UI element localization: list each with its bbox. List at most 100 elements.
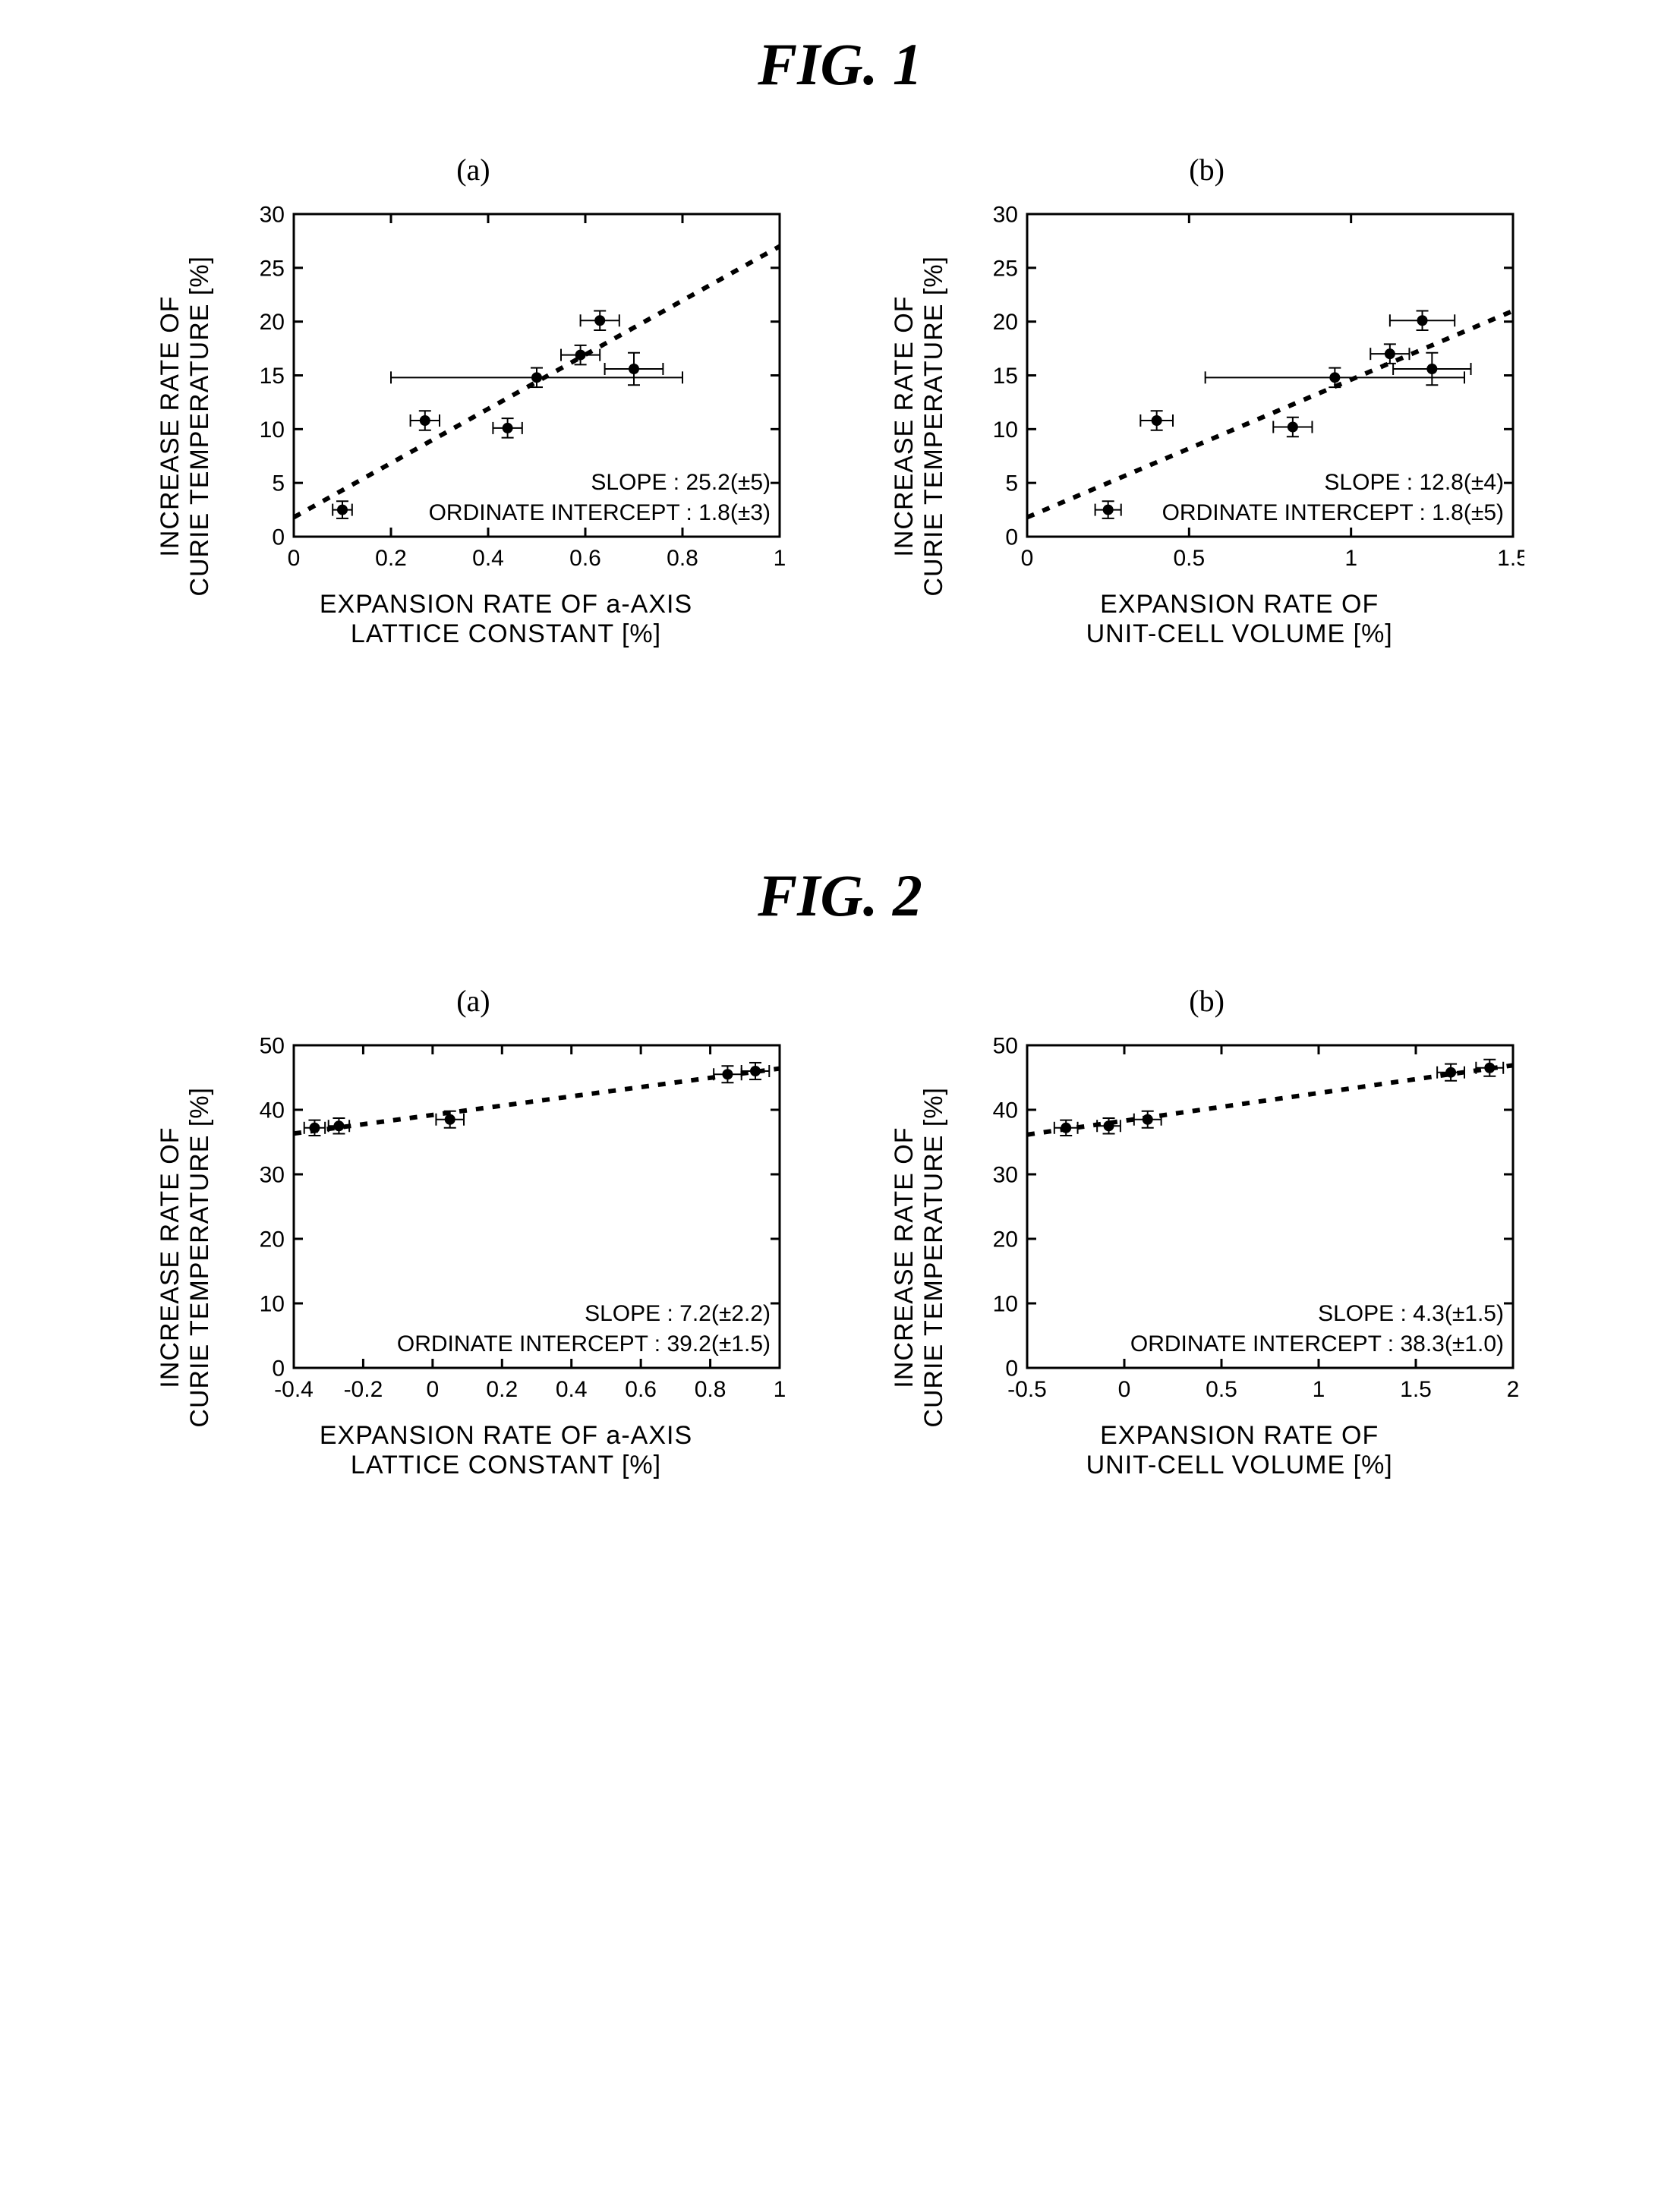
- data-point: [531, 372, 542, 383]
- intercept-annotation: ORDINATE INTERCEPT : 1.8(±3): [428, 500, 770, 525]
- ytick-label: 50: [259, 1034, 284, 1059]
- xtick-label: 2: [1506, 1377, 1519, 1402]
- xtick-label: 0.4: [472, 546, 504, 571]
- plot-bg: [222, 203, 791, 582]
- data-point: [1385, 348, 1395, 359]
- panel-label: (b): [1189, 152, 1225, 187]
- chart-panel: (a) INCREASE RATE OFCURIE TEMPERATURE [%]…: [156, 983, 790, 1480]
- data-point: [444, 1114, 455, 1125]
- y-axis-label-line: INCREASE RATE OF: [890, 1087, 919, 1428]
- y-axis-label: INCREASE RATE OFCURIE TEMPERATURE [%]: [890, 1087, 949, 1428]
- y-axis-label-line: CURIE TEMPERATURE [%]: [919, 1087, 949, 1428]
- y-axis-label: INCREASE RATE OFCURIE TEMPERATURE [%]: [890, 256, 949, 597]
- panel-label: (a): [456, 983, 490, 1019]
- scatter-plot: -0.4-0.200.20.40.60.8101020304050SLOPE :…: [222, 1034, 791, 1413]
- ytick-label: 25: [992, 256, 1017, 281]
- x-axis-label-line: EXPANSION RATE OF a-AXIS: [320, 590, 692, 619]
- plot-bg: [955, 203, 1524, 582]
- y-axis-label-line: INCREASE RATE OF: [156, 1087, 185, 1428]
- chart-panel: (a) INCREASE RATE OFCURIE TEMPERATURE [%]…: [156, 152, 790, 649]
- data-point: [722, 1069, 733, 1079]
- x-axis-label: EXPANSION RATE OFUNIT-CELL VOLUME [%]: [1086, 1421, 1393, 1480]
- x-axis-label-line: LATTICE CONSTANT [%]: [320, 1451, 692, 1480]
- svg-holder: -0.500.511.5201020304050SLOPE : 4.3(±1.5…: [955, 1034, 1524, 1413]
- x-axis-label-line: EXPANSION RATE OF: [1086, 590, 1393, 619]
- x-axis-label-line: EXPANSION RATE OF a-AXIS: [320, 1421, 692, 1451]
- chart-panel: (b) INCREASE RATE OFCURIE TEMPERATURE [%]…: [890, 983, 1524, 1480]
- plot-column: 00.511.5051015202530SLOPE : 12.8(±4)ORDI…: [955, 203, 1524, 649]
- data-point: [502, 423, 512, 433]
- data-point: [1061, 1123, 1071, 1133]
- y-axis-label-line: CURIE TEMPERATURE [%]: [185, 1087, 215, 1428]
- data-point: [750, 1066, 761, 1076]
- panels-row: (a)INCREASE RATE OFCURIE TEMPERATURE [%]…: [15, 152, 1665, 649]
- slope-annotation: SLOPE : 7.2(±2.2): [585, 1301, 771, 1326]
- data-point: [1426, 364, 1437, 374]
- data-point: [1142, 1114, 1152, 1125]
- chart-wrap: INCREASE RATE OFCURIE TEMPERATURE [%]-0.…: [890, 1034, 1524, 1480]
- ytick-label: 30: [992, 203, 1017, 228]
- ytick-label: 5: [272, 471, 285, 496]
- data-point: [1329, 372, 1340, 383]
- plot-column: -0.4-0.200.20.40.60.8101020304050SLOPE :…: [222, 1034, 791, 1480]
- data-point: [1484, 1063, 1495, 1073]
- ytick-label: 40: [259, 1098, 284, 1123]
- xtick-label: 1: [1312, 1377, 1325, 1402]
- intercept-annotation: ORDINATE INTERCEPT : 39.2(±1.5): [396, 1331, 770, 1357]
- ytick-label: 10: [259, 1292, 284, 1317]
- y-axis-label: INCREASE RATE OFCURIE TEMPERATURE [%]: [156, 256, 215, 597]
- data-point: [629, 364, 639, 374]
- ytick-label: 20: [992, 1227, 1017, 1253]
- xtick-label: 0.8: [667, 546, 698, 571]
- data-point: [1102, 505, 1113, 515]
- xtick-label: 0.5: [1206, 1377, 1237, 1402]
- xtick-label: 0.6: [569, 546, 601, 571]
- ytick-label: 30: [259, 203, 284, 228]
- x-axis-label-line: LATTICE CONSTANT [%]: [320, 619, 692, 649]
- data-point: [333, 1120, 344, 1131]
- ytick-label: 30: [992, 1163, 1017, 1188]
- slope-annotation: SLOPE : 4.3(±1.5): [1318, 1301, 1504, 1326]
- data-point: [1151, 415, 1162, 426]
- xtick-label: 1.5: [1497, 546, 1524, 571]
- ytick-label: 5: [1005, 471, 1018, 496]
- data-point: [1103, 1120, 1114, 1131]
- ytick-label: 0: [272, 1357, 285, 1382]
- xtick-label: -0.2: [343, 1377, 383, 1402]
- xtick-label: 0: [1117, 1377, 1130, 1402]
- ytick-label: 15: [992, 364, 1017, 389]
- ytick-label: 10: [992, 418, 1017, 443]
- scatter-plot: 00.511.5051015202530SLOPE : 12.8(±4)ORDI…: [955, 203, 1524, 582]
- data-point: [419, 415, 430, 426]
- scatter-plot: -0.500.511.5201020304050SLOPE : 4.3(±1.5…: [955, 1034, 1524, 1413]
- ytick-label: 0: [1005, 525, 1018, 550]
- ytick-label: 40: [992, 1098, 1017, 1123]
- plot-bg: [222, 1034, 791, 1413]
- ytick-label: 15: [259, 364, 284, 389]
- ytick-label: 25: [259, 256, 284, 281]
- xtick-label: 0: [1020, 546, 1033, 571]
- ytick-label: 10: [259, 418, 284, 443]
- xtick-label: 0.4: [555, 1377, 587, 1402]
- panels-row: (a)INCREASE RATE OFCURIE TEMPERATURE [%]…: [15, 983, 1665, 1480]
- xtick-label: 0: [287, 546, 300, 571]
- panel-label: (a): [456, 152, 490, 187]
- y-axis-label: INCREASE RATE OFCURIE TEMPERATURE [%]: [156, 1087, 215, 1428]
- xtick-label: 0.2: [486, 1377, 518, 1402]
- xtick-label: 1: [1344, 546, 1357, 571]
- y-axis-label-line: CURIE TEMPERATURE [%]: [919, 256, 949, 597]
- ytick-label: 10: [992, 1292, 1017, 1317]
- y-axis-label-line: INCREASE RATE OF: [890, 256, 919, 597]
- xtick-label: 0.6: [625, 1377, 657, 1402]
- y-axis-label-line: CURIE TEMPERATURE [%]: [185, 256, 215, 597]
- data-point: [1417, 315, 1427, 326]
- ytick-label: 30: [259, 1163, 284, 1188]
- ytick-label: 0: [272, 525, 285, 550]
- xtick-label: 1: [773, 546, 786, 571]
- panel-label: (b): [1189, 983, 1225, 1019]
- svg-holder: -0.4-0.200.20.40.60.8101020304050SLOPE :…: [222, 1034, 791, 1413]
- data-point: [594, 315, 605, 326]
- ytick-label: 0: [1005, 1357, 1018, 1382]
- svg-holder: 00.20.40.60.81051015202530SLOPE : 25.2(±…: [222, 203, 791, 582]
- x-axis-label: EXPANSION RATE OF a-AXISLATTICE CONSTANT…: [320, 590, 692, 649]
